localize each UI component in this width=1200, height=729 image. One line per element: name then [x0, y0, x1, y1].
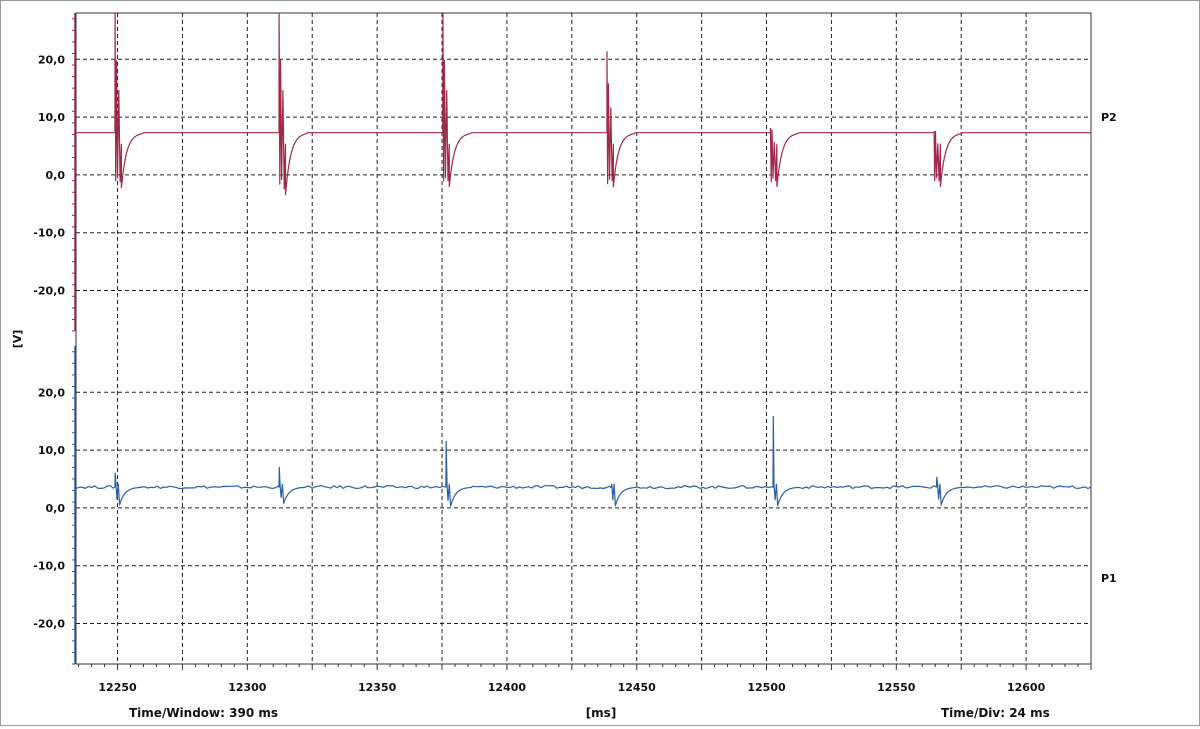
x-tick-label: 12300 [228, 681, 267, 694]
x-axis-label: [ms] [586, 706, 617, 720]
x-tick-label: 12550 [877, 681, 916, 694]
x-tick-label: 12500 [747, 681, 786, 694]
time-div-label: Time/Div: 24 ms [941, 706, 1050, 720]
x-tick-label: 12600 [1007, 681, 1046, 694]
y-tick-label: 0,0 [46, 169, 66, 182]
series-layer [75, 12, 1092, 507]
plot-background [75, 12, 1092, 665]
y-tick-label: 20,0 [38, 53, 65, 66]
y-tick-label: 0,0 [46, 502, 66, 515]
grid [76, 13, 1091, 664]
y-tick-label: 20,0 [38, 386, 65, 399]
series-line-p2 [76, 12, 1091, 196]
labels: [V] Time/Window: 390 ms [ms] Time/Div: 2… [11, 111, 1117, 720]
x-tick-label: 12400 [488, 681, 527, 694]
y-tick-label: 10,0 [38, 444, 65, 457]
y-axis-label: [V] [11, 330, 24, 349]
channel-label-p1: P1 [1101, 572, 1117, 585]
time-window-label: Time/Window: 390 ms [129, 706, 278, 720]
y-tick-label: -10,0 [33, 560, 65, 573]
series-line-p1 [75, 415, 1092, 507]
x-tick-label: 12450 [618, 681, 657, 694]
y-tick-label: -10,0 [33, 227, 65, 240]
x-tick-label: 12250 [98, 681, 137, 694]
y-tick-label: -20,0 [33, 618, 65, 631]
axes: 12250 12300 12350 12400 12450 12500 12550 12600… [33, 13, 1092, 694]
x-tick-label: 12350 [358, 681, 397, 694]
y-tick-label: 10,0 [38, 111, 65, 124]
y-tick-label: -20,0 [33, 285, 65, 298]
channel-label-p2: P2 [1101, 111, 1117, 124]
